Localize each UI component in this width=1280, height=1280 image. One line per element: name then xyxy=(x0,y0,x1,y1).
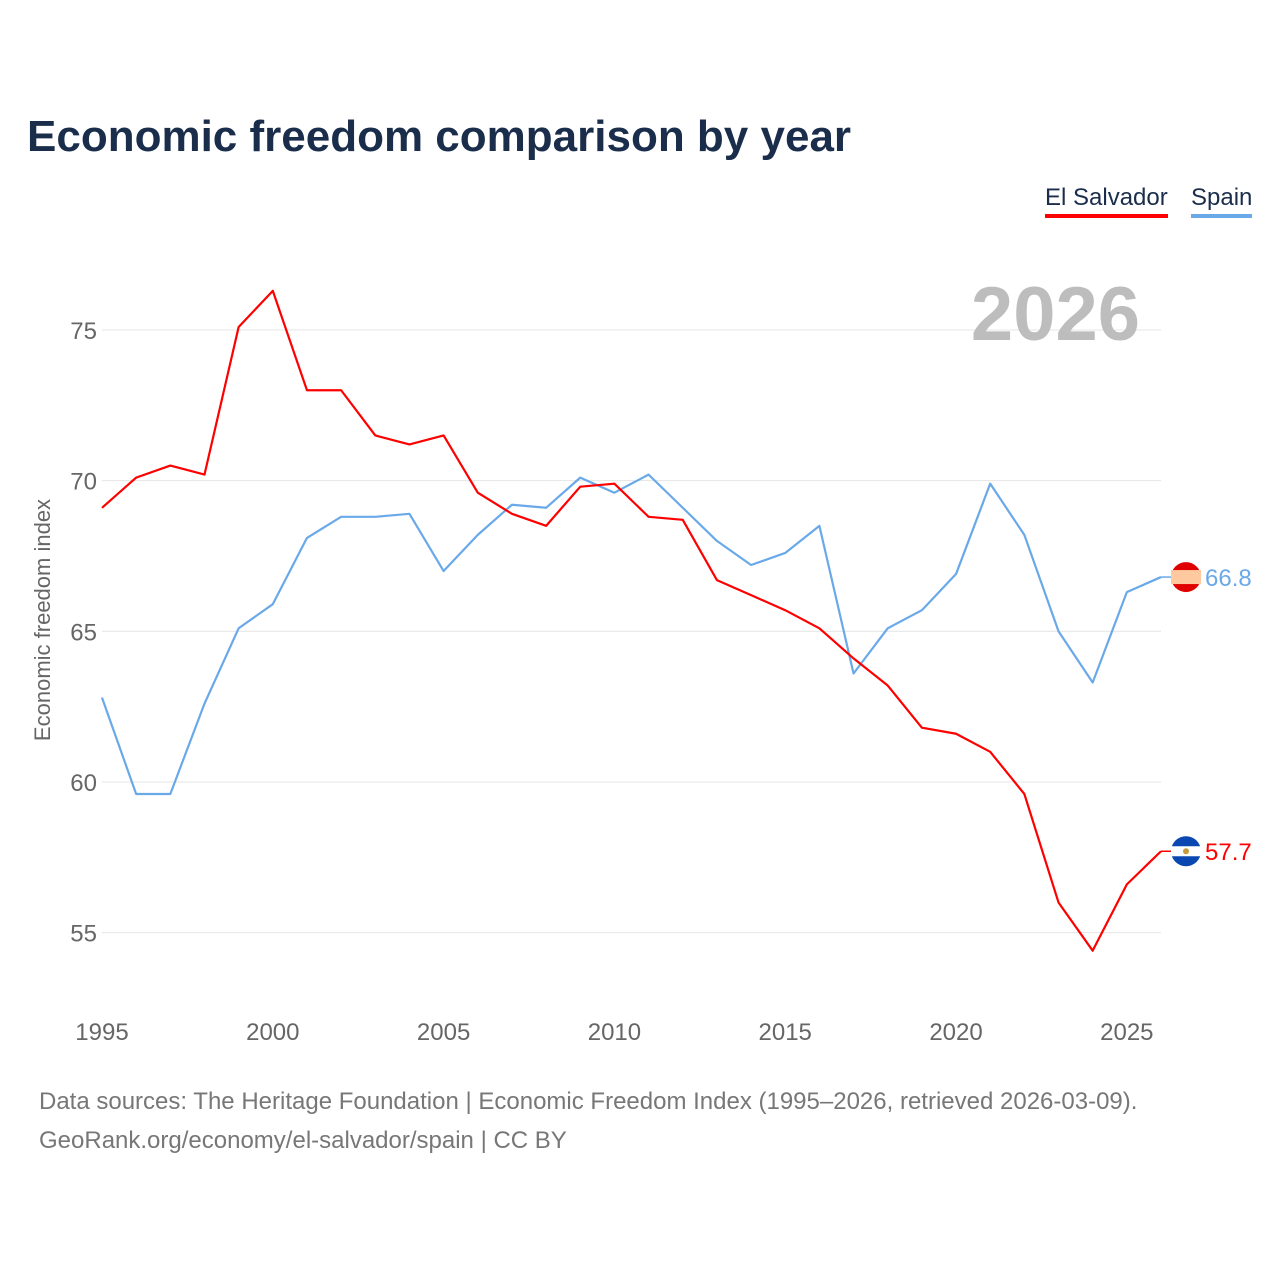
series-line-el-salvador xyxy=(101,289,1162,952)
y-tick-label: 60 xyxy=(70,770,97,797)
data-source: Data sources: The Heritage Foundation | … xyxy=(39,1088,1138,1115)
spain-flag-stripe xyxy=(1171,570,1201,585)
end-value-label: 66.8 xyxy=(1205,565,1252,592)
series-line-spain xyxy=(100,473,1162,796)
x-tick-label: 1995 xyxy=(75,1019,128,1046)
legend-spain[interactable]: Spain xyxy=(1191,184,1253,218)
x-tick-label: 2025 xyxy=(1100,1019,1153,1046)
el-salvador-flag-emblem xyxy=(1183,848,1189,855)
y-tick-label: 55 xyxy=(70,921,97,948)
x-tick-label: 2010 xyxy=(588,1019,641,1046)
legend-el-salvador[interactable]: El Salvador xyxy=(1045,184,1168,218)
year-watermark: 2026 xyxy=(971,272,1140,357)
x-tick-label: 2020 xyxy=(929,1019,982,1046)
source-link[interactable]: GeoRank.org/economy/el-salvador/spain | … xyxy=(39,1127,567,1154)
y-axis-label: Economic freedom index xyxy=(30,499,55,741)
end-value-label: 57.7 xyxy=(1205,839,1252,866)
y-tick-label: 65 xyxy=(70,619,97,646)
x-tick-label: 2005 xyxy=(417,1019,470,1046)
y-tick-label: 70 xyxy=(70,469,97,496)
chart-title: Economic freedom comparison by year xyxy=(27,112,852,161)
x-tick-label: 2015 xyxy=(759,1019,812,1046)
x-tick-label: 2000 xyxy=(246,1019,299,1046)
y-tick-label: 75 xyxy=(70,318,97,345)
